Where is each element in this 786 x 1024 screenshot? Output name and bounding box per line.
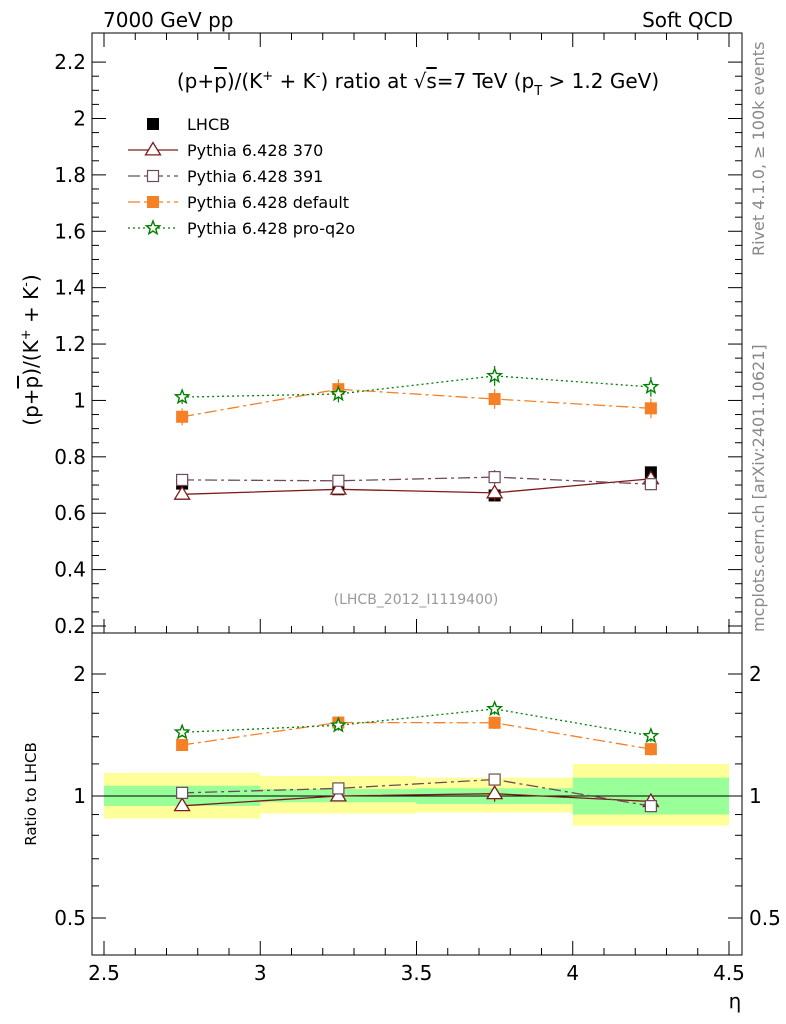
ratio-series-pythia-6-428-default <box>176 716 657 756</box>
y-tick-label: 1.8 <box>54 163 86 187</box>
series-lhcb <box>176 466 657 502</box>
data-point <box>488 393 501 406</box>
y-tick-label: 1.6 <box>54 219 86 243</box>
legend-item-pythia-6-428-370: Pythia 6.428 370 <box>128 141 323 160</box>
series-line-pythia-6-428-370 <box>182 478 651 495</box>
data-point <box>644 402 657 415</box>
x-tick-label: 4.5 <box>713 961 745 985</box>
ratio-point <box>329 787 348 802</box>
y-axis-label: (p+p)/(K+ + K-) <box>19 274 43 425</box>
data-point <box>485 484 504 499</box>
ratio-series-pythia-6-428-pro-q2o <box>173 699 660 744</box>
data-point <box>332 474 345 487</box>
ratio-point <box>488 773 501 786</box>
main-axis-ticks: 0.2 0.4 0.6 0.8 1 1.2 1.4 1.6 1.8 2 2.2 <box>54 33 742 638</box>
legend-label: Pythia 6.428 370 <box>187 141 323 160</box>
ratio-series-pythia-6-428-370 <box>173 784 660 812</box>
ratio-panel: 0.5 0.5 1 1 2 2 Ratio to LHCB 2.5 3 3.5 4 4.5 η <box>22 632 781 1013</box>
x-axis-ticks: 2.5 3 3.5 4 4.5 <box>88 941 745 985</box>
legend-marker <box>147 118 159 130</box>
ratio-tick-label: 2 <box>73 662 86 686</box>
y-tick-label: 1.4 <box>54 276 86 300</box>
series-pythia-6-428-370 <box>173 470 660 502</box>
data-point <box>488 471 501 484</box>
ratio-point <box>176 786 189 799</box>
x-tick-label: 3.5 <box>401 961 433 985</box>
ratio-tick-label-right: 0.5 <box>749 906 781 930</box>
ratio-point <box>644 800 657 813</box>
rivet-version-label: Rivet 4.1.0, ≥ 100k events <box>749 41 768 256</box>
beam-label: 7000 GeV pp <box>103 8 234 32</box>
series-line-pythia-6-428-default <box>181 388 651 418</box>
data-point <box>176 410 189 423</box>
data-point <box>176 473 189 487</box>
data-point <box>173 388 191 405</box>
data-point <box>644 478 657 491</box>
ratio-tick-label: 1 <box>73 784 86 808</box>
y-tick-label: 2 <box>73 106 86 130</box>
legend-label: Pythia 6.428 default <box>187 193 349 212</box>
y-tick-label: 0.2 <box>54 614 86 638</box>
ratio-point <box>485 784 504 800</box>
ratio-point <box>488 716 501 729</box>
ratio-tick-label: 0.5 <box>54 906 86 930</box>
ratio-tick-label-right: 1 <box>749 784 762 808</box>
legend-item-pythia-6-428-pro-q2o: Pythia 6.428 pro-q2o <box>128 219 355 238</box>
ratio-point <box>173 723 191 740</box>
series-pythia-6-428-391 <box>176 470 657 491</box>
legend-item-lhcb: LHCB <box>147 115 230 134</box>
ratio-point <box>642 726 660 744</box>
ratio-series <box>173 699 660 813</box>
legend-marker <box>144 219 162 236</box>
main-series <box>173 366 660 502</box>
data-point <box>486 366 504 384</box>
ratio-axis-ticks: 0.5 0.5 1 1 2 2 <box>54 662 781 930</box>
ratio-line-pythia-6-428-default <box>182 721 652 750</box>
ratio-series-pythia-6-428-391 <box>176 773 657 813</box>
data-point <box>329 385 347 402</box>
process-label: Soft QCD <box>642 8 733 32</box>
x-tick-label: 3 <box>254 961 267 985</box>
x-tick-label: 4 <box>566 961 579 985</box>
legend-marker <box>146 169 160 183</box>
y-tick-label: 0.4 <box>54 558 86 582</box>
legend: LHCB Pythia 6.428 370 Pythia 6.428 391 Pyth… <box>128 115 355 238</box>
x-axis-label: η <box>729 989 742 1013</box>
y-tick-label: 1.2 <box>54 332 86 356</box>
chart-title: (p+p)/(K+ + K-) ratio at √s=7 TeV (pT > … <box>177 69 659 99</box>
legend-item-pythia-6-428-default: Pythia 6.428 default <box>128 193 349 212</box>
series-line-pythia-6-428-pro-q2o <box>182 375 651 398</box>
legend-label: Pythia 6.428 391 <box>187 167 323 186</box>
main-panel: 0.2 0.4 0.6 0.8 1 1.2 1.4 1.6 1.8 2 2.2 (p+p)/(K+ … <box>19 32 743 638</box>
ratio-point <box>486 699 504 717</box>
ratio-line-pythia-6-428-391 <box>182 778 652 807</box>
ratio-point <box>332 782 345 795</box>
ratio-point <box>173 797 191 812</box>
ratio-point <box>644 743 657 756</box>
legend-label: LHCB <box>187 115 230 134</box>
data-point <box>642 377 660 395</box>
legend-marker <box>147 196 159 208</box>
ratio-point <box>176 739 189 752</box>
y-tick-label: 0.6 <box>54 501 86 525</box>
x-tick-label: 2.5 <box>88 961 120 985</box>
series-pythia-6-428-pro-q2o <box>173 366 660 405</box>
y-tick-label: 2.2 <box>54 50 86 74</box>
series-line-pythia-6-428-391 <box>182 476 651 485</box>
legend-marker <box>144 141 162 156</box>
ratio-line-pythia-6-428-370 <box>182 793 651 807</box>
legend-item-pythia-6-428-391: Pythia 6.428 391 <box>128 167 323 186</box>
y-tick-label: 1 <box>73 388 86 412</box>
mcplots-source-label: mcplots.cern.ch [arXiv:2401.10621] <box>749 344 768 632</box>
series-pythia-6-428-default <box>176 379 657 426</box>
ratio-point <box>329 716 347 733</box>
legend-label: Pythia 6.428 pro-q2o <box>187 219 355 238</box>
y-tick-label: 0.8 <box>54 445 86 469</box>
ratio-tick-label-right: 2 <box>749 662 762 686</box>
analysis-id: (LHCB_2012_I1119400) <box>334 592 499 608</box>
ratio-y-axis-label: Ratio to LHCB <box>22 742 40 846</box>
data-point <box>329 480 348 495</box>
data-point <box>173 485 191 500</box>
